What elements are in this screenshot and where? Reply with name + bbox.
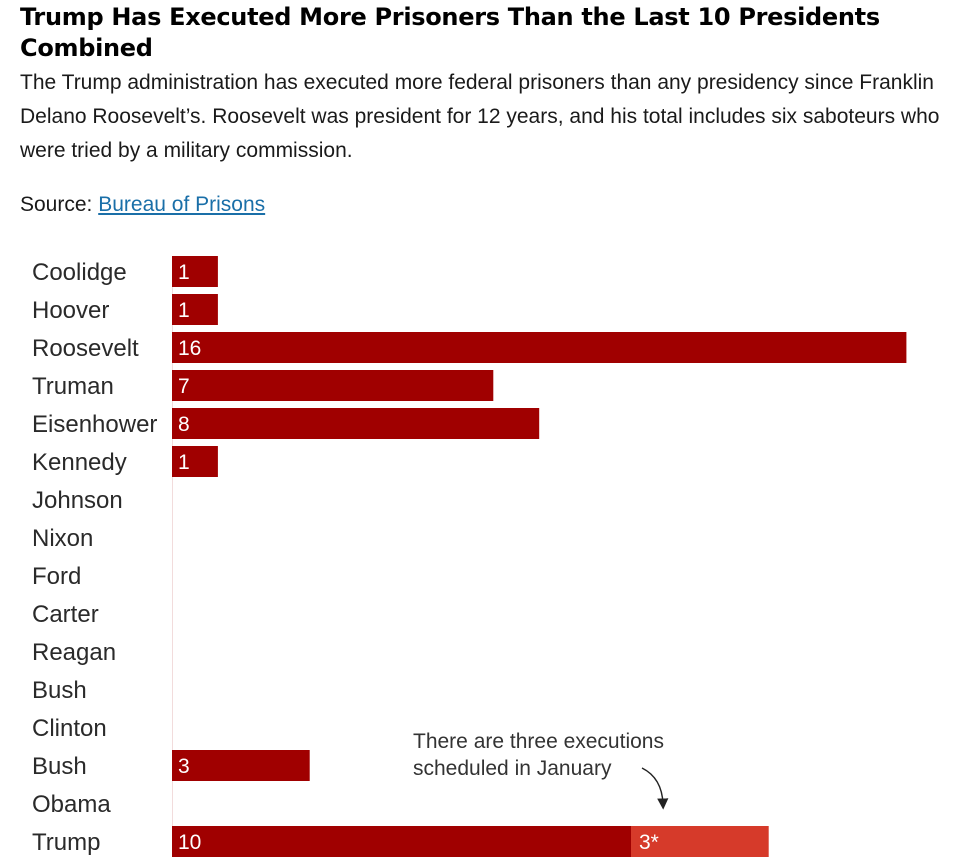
category-label: Bush	[32, 753, 87, 780]
category-label: Trump	[32, 829, 100, 856]
category-label: Reagan	[32, 639, 116, 666]
bar-value-label: 8	[178, 413, 190, 436]
bar	[172, 446, 218, 477]
chart-title: Trump Has Executed More Prisoners Than t…	[20, 3, 880, 62]
bar-value-label: 1	[178, 261, 190, 284]
bar	[172, 332, 907, 363]
category-label: Kennedy	[32, 449, 127, 476]
bar-value-label: 7	[178, 375, 190, 398]
category-label: Ford	[32, 563, 81, 590]
bar	[172, 408, 540, 439]
category-label: Coolidge	[32, 259, 127, 286]
category-label: Hoover	[32, 297, 109, 324]
category-label: Clinton	[32, 715, 107, 742]
bar-value-label: 16	[178, 337, 201, 360]
source-link[interactable]: Bureau of Prisons	[98, 193, 266, 216]
bar	[172, 294, 218, 325]
category-label: Johnson	[32, 487, 123, 514]
bar	[172, 750, 310, 781]
category-label: Carter	[32, 601, 99, 628]
bar-scheduled	[631, 826, 769, 857]
category-label: Eisenhower	[32, 411, 157, 438]
bar	[172, 826, 631, 857]
chart-subtitle: The Trump administration has executed mo…	[20, 71, 940, 162]
category-label: Nixon	[32, 525, 93, 552]
bar-value-label: 1	[178, 299, 190, 322]
bar	[172, 256, 218, 287]
category-label: Roosevelt	[32, 335, 139, 362]
bar-value-label: 10	[178, 831, 201, 854]
source-line: Source: Bureau of Prisons	[20, 190, 265, 220]
annotation-text: scheduled in January	[413, 757, 612, 780]
category-label: Obama	[32, 791, 111, 818]
bar-value-label: 3	[178, 755, 190, 778]
bar-scheduled-value-label: 3*	[639, 831, 659, 854]
source-prefix: Source:	[20, 193, 93, 216]
bar	[172, 370, 494, 401]
category-label: Truman	[32, 373, 114, 400]
annotation-text: There are three executions	[413, 730, 664, 753]
bar-value-label: 1	[178, 451, 190, 474]
category-label: Bush	[32, 677, 87, 704]
annotation-arrow	[641, 767, 669, 810]
